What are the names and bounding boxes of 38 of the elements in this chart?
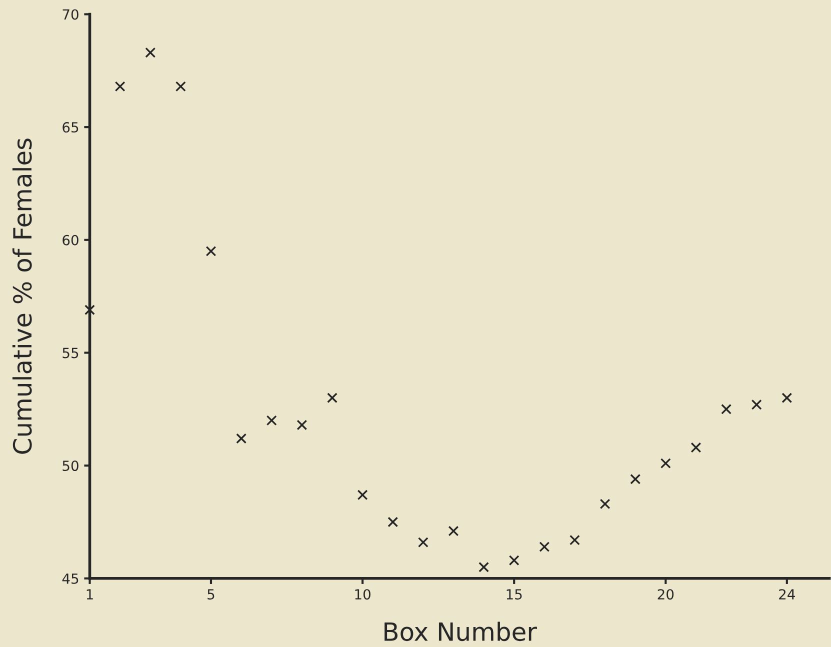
x-tick-label: 10 <box>355 589 370 600</box>
x-tick-label: 20 <box>658 589 674 600</box>
point <box>327 392 338 404</box>
x-tick-label: 24 <box>779 589 795 600</box>
point <box>175 81 186 92</box>
x-tick-label: 15 <box>506 589 522 600</box>
point <box>448 526 459 536</box>
point <box>630 474 641 484</box>
y-tick-label: 65 <box>62 122 78 133</box>
point <box>782 392 792 404</box>
point <box>388 516 398 528</box>
y-tick-label: 50 <box>62 460 78 472</box>
y-tick-label: 45 <box>62 574 78 584</box>
point <box>236 433 247 444</box>
point <box>660 458 671 469</box>
x-tick-label: 1 <box>86 589 93 600</box>
y-tick-label: 55 <box>62 348 78 358</box>
x-axis-title: Box Number <box>384 622 537 642</box>
point <box>296 420 308 430</box>
point <box>539 542 550 552</box>
point <box>600 498 610 510</box>
y-tick-label: 70 <box>62 9 78 20</box>
point <box>266 415 277 426</box>
point <box>418 537 428 548</box>
y-axis-title: Cumulative % of Females <box>12 138 32 454</box>
x-tick-label: 5 <box>208 589 214 600</box>
point <box>690 442 702 453</box>
point <box>751 399 762 410</box>
point <box>114 81 126 92</box>
point <box>84 304 95 316</box>
point <box>206 246 216 256</box>
point <box>570 534 580 546</box>
y-tick-label: 60 <box>62 234 78 246</box>
point <box>721 404 732 414</box>
point <box>508 555 520 566</box>
point <box>145 47 156 58</box>
point <box>478 562 490 572</box>
point <box>357 490 368 500</box>
